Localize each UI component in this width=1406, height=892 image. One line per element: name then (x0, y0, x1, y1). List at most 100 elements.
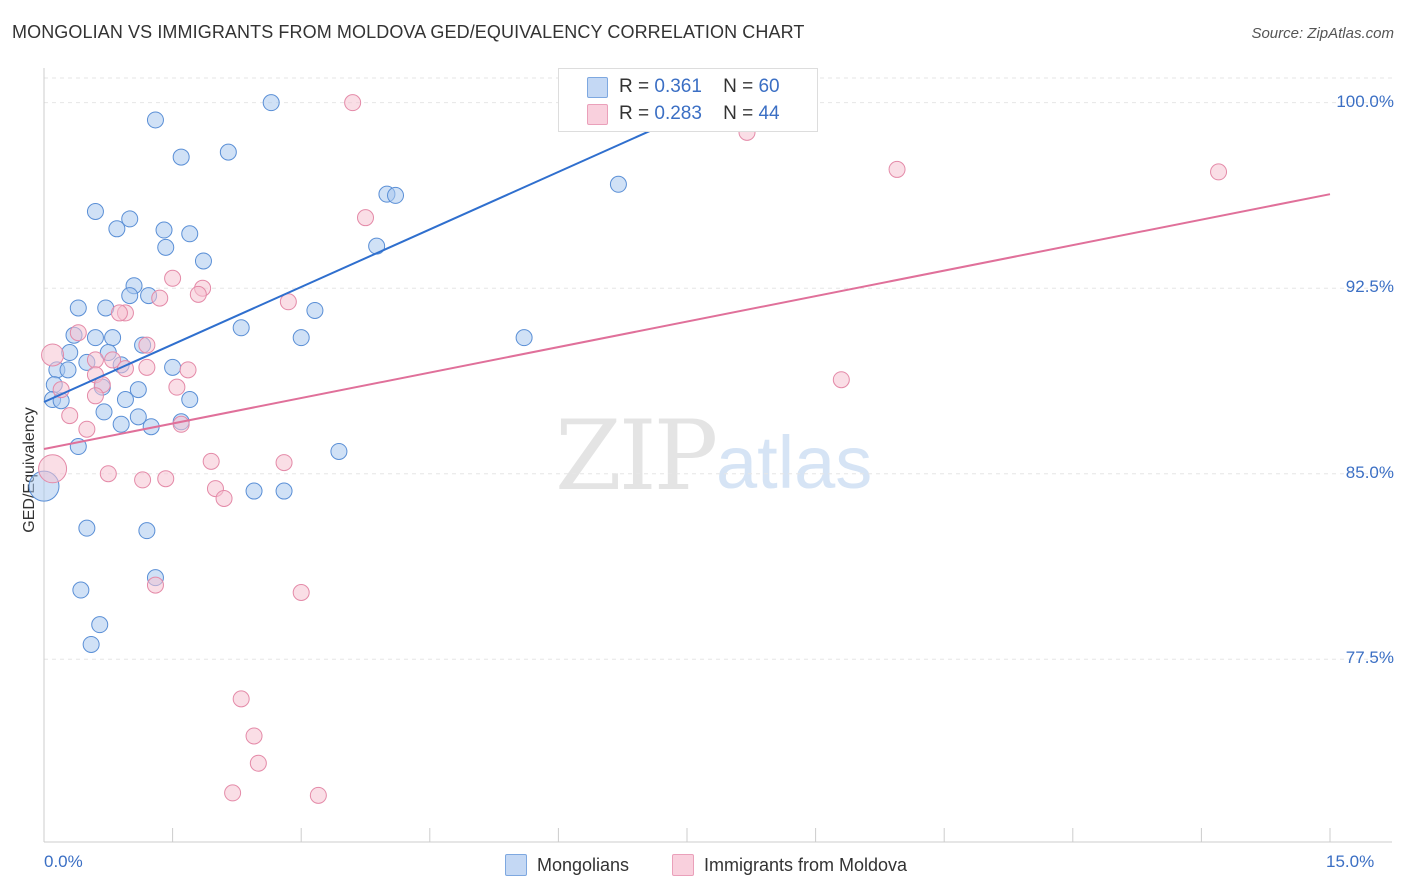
data-point-mongolians (330, 442, 348, 460)
data-point-mongolians (116, 391, 134, 409)
chart-title: MONGOLIAN VS IMMIGRANTS FROM MOLDOVA GED… (12, 22, 805, 42)
trend-lines (43, 94, 1331, 450)
data-point-moldova (224, 784, 242, 802)
data-point-moldova (104, 351, 122, 369)
data-point-moldova (168, 378, 186, 396)
data-point-mongolians (82, 635, 100, 653)
data-point-mongolians (129, 381, 147, 399)
data-point-mongolians (78, 519, 96, 537)
data-point-moldova (38, 454, 68, 484)
bottom-legend-swatch-moldova (672, 854, 694, 876)
data-point-mongolians (129, 408, 147, 426)
data-point-mongolians (275, 482, 293, 500)
data-point-mongolians (121, 287, 139, 305)
data-point-moldova (179, 361, 197, 379)
data-point-moldova (86, 387, 104, 405)
data-point-mongolians (515, 329, 533, 347)
data-point-mongolians (95, 403, 113, 421)
data-point-mongolians (245, 482, 263, 500)
data-point-mongolians (61, 344, 79, 362)
data-point-moldova (172, 415, 190, 433)
data-point-moldova (344, 94, 362, 112)
data-point-moldova (202, 452, 220, 470)
legend-swatch-moldova (587, 104, 608, 125)
data-point-moldova (189, 285, 207, 303)
axes (43, 68, 1392, 843)
x-tick-label-max: 15.0% (1326, 852, 1375, 871)
data-point-moldova (249, 754, 267, 772)
trend-line-moldova (43, 193, 1331, 450)
data-point-moldova (292, 583, 310, 601)
data-point-moldova (151, 289, 169, 307)
data-point-mongolians (292, 329, 310, 347)
data-point-moldova (832, 371, 850, 389)
data-point-moldova (275, 454, 293, 472)
data-point-moldova (110, 304, 128, 322)
data-point-moldova (138, 358, 156, 376)
data-point-mongolians (172, 148, 190, 166)
data-point-moldova (157, 470, 175, 488)
data-point-mongolians (112, 415, 130, 433)
data-point-mongolians (155, 221, 173, 239)
data-point-moldova (309, 786, 327, 804)
legend-row-moldova: R = 0.283 N = 44 (619, 102, 780, 126)
data-point-mongolians (108, 220, 126, 238)
bottom-legend-label-mongolians: Mongolians (537, 854, 630, 875)
data-point-mongolians (146, 111, 164, 129)
data-point-mongolians (194, 252, 212, 270)
legend-r-value: 0.361 (654, 76, 702, 97)
data-point-mongolians (59, 361, 77, 379)
data-point-moldova (99, 465, 117, 483)
data-point-mongolians (86, 329, 104, 347)
legend-r-value: 0.283 (654, 103, 702, 124)
data-point-mongolians (72, 581, 90, 599)
grid-lines (44, 77, 1392, 660)
bottom-legend-label-moldova: Immigrants from Moldova (704, 854, 908, 875)
data-point-mongolians (104, 329, 122, 347)
data-point-moldova (86, 351, 104, 369)
data-point-mongolians (164, 358, 182, 376)
data-point-mongolians (609, 175, 627, 193)
legend-n-value: 60 (758, 76, 780, 97)
series-moldova-points (38, 94, 1228, 804)
data-point-mongolians (262, 94, 280, 112)
source-label: Source: ZipAtlas.com (1251, 25, 1394, 42)
bottom-legend-mongolians: Mongolians (505, 852, 629, 878)
data-point-mongolians (121, 210, 139, 228)
x-tick-label-min: 0.0% (44, 852, 83, 871)
data-point-moldova (61, 407, 79, 425)
data-point-moldova (134, 471, 152, 489)
data-point-moldova (357, 209, 374, 227)
bottom-legend-moldova: Immigrants from Moldova (672, 852, 907, 878)
data-point-mongolians (232, 319, 250, 337)
legend-swatch-mongolians (587, 77, 608, 98)
data-point-mongolians (387, 186, 405, 204)
data-point-mongolians (69, 299, 87, 317)
legend-n-value: 44 (758, 103, 780, 124)
y-tick-label: 77.5% (1345, 648, 1394, 668)
y-tick-label: 100.0% (1336, 91, 1394, 111)
trend-line-mongolians (43, 115, 684, 403)
y-tick-label: 85.0% (1345, 462, 1394, 482)
data-point-moldova (146, 576, 164, 594)
data-point-mongolians (219, 143, 237, 161)
data-point-moldova (232, 690, 250, 708)
data-point-moldova (1210, 163, 1228, 181)
legend-row-mongolians: R = 0.361 N = 60 (619, 75, 780, 99)
legend-n-label: N = (723, 103, 754, 124)
data-point-moldova (69, 324, 87, 342)
legend-n-label: N = (723, 76, 754, 97)
stats-legend: R = 0.361 N = 60 R = 0.283 N = 44 (558, 68, 818, 132)
data-point-mongolians (181, 391, 199, 409)
legend-r-label: R = (619, 103, 650, 124)
data-point-moldova (245, 727, 263, 745)
data-point-mongolians (181, 225, 199, 243)
watermark-atlas: atlas (716, 421, 873, 504)
watermark-zip: ZIP (555, 400, 718, 512)
y-tick-label: 92.5% (1345, 277, 1394, 297)
data-point-moldova (138, 336, 156, 354)
data-point-moldova (41, 343, 65, 367)
data-point-mongolians (86, 202, 104, 220)
data-point-mongolians (306, 301, 324, 319)
